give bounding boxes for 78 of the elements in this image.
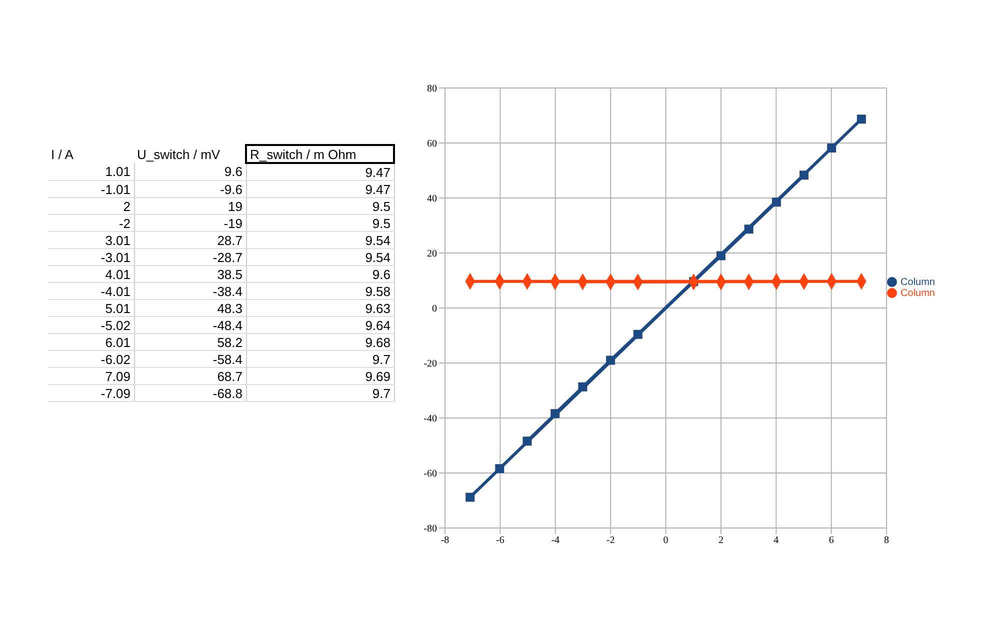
point (550, 409, 560, 418)
category-label: U_switch / mV (136, 146, 222, 163)
x-tick-label: 2 (718, 535, 724, 546)
text: -3.01 (100, 250, 130, 264)
category-label: I / A (50, 146, 74, 163)
text: 58.2 (217, 334, 242, 350)
point (606, 356, 616, 365)
legend-label: Column (900, 277, 935, 288)
y-tick-label: 20 (427, 248, 437, 260)
y-tick-label: -20 (424, 358, 437, 370)
legend-label: Column (900, 288, 935, 299)
x-tick-label: -6 (496, 535, 504, 546)
text: -48.4 (212, 318, 242, 332)
text: 9.47 (365, 182, 390, 196)
x-tick-label: -2 (606, 535, 615, 546)
text: -6.02 (100, 352, 130, 366)
text: 9.54 (365, 250, 390, 264)
x-tick-label: 0 (663, 535, 668, 546)
y-tick-label: -40 (424, 414, 437, 425)
text: -38.4 (212, 284, 242, 298)
text: -5.02 (100, 318, 130, 332)
text: 9.6 (224, 164, 242, 179)
text: 3.01 (105, 232, 130, 248)
text: 9.63 (365, 300, 390, 316)
point (772, 198, 781, 207)
text: 1.01 (105, 164, 130, 179)
text: 9.7 (372, 352, 390, 366)
text: -7.09 (100, 386, 130, 400)
point (466, 492, 475, 502)
text: 48.3 (217, 300, 242, 316)
text: 5.01 (105, 300, 130, 316)
text: 9.69 (365, 368, 390, 384)
point (495, 464, 504, 474)
text: 9.6 (372, 266, 390, 282)
text: -9.6 (220, 182, 242, 196)
category-label: R_switch / m Ohm (246, 145, 394, 163)
text: 4.01 (105, 266, 130, 282)
y-tick-label: -80 (424, 524, 437, 535)
text: -58.4 (212, 352, 242, 366)
text: 9.54 (365, 232, 390, 248)
point (716, 251, 726, 260)
text: 9.7 (372, 386, 390, 400)
x-tick-label: -8 (440, 535, 450, 546)
text: -1.01 (100, 182, 130, 196)
x-tick-label: 4 (774, 535, 779, 546)
point (827, 143, 836, 152)
y-tick-label: 0 (432, 304, 437, 315)
x-tick-label: -4 (551, 535, 560, 546)
point (578, 382, 588, 392)
point (522, 436, 532, 446)
text: 38.5 (217, 266, 242, 282)
text: -28.7 (212, 250, 242, 264)
text: 2 (123, 198, 130, 214)
text: 68.7 (217, 368, 242, 384)
text: 19 (228, 198, 242, 214)
text: 9.68 (365, 334, 390, 350)
text: 9.5 (372, 216, 390, 230)
text: -4.01 (100, 284, 130, 298)
text: 9.58 (365, 284, 390, 298)
y-tick-label: 60 (427, 138, 437, 150)
text: 9.64 (365, 318, 390, 332)
text: 9.47 (365, 164, 390, 180)
point (633, 330, 642, 339)
y-tick-label: -60 (424, 468, 437, 480)
text: -68.8 (212, 386, 242, 400)
text: -2 (118, 216, 130, 230)
point (744, 224, 754, 234)
text: 7.09 (105, 368, 130, 384)
x-tick-label: 6 (828, 535, 834, 546)
text: 6.01 (105, 334, 130, 350)
y-tick-label: 40 (427, 194, 437, 205)
text: 28.7 (217, 232, 242, 248)
point (800, 170, 809, 180)
text: 9.5 (372, 198, 390, 214)
point (856, 114, 866, 124)
y-tick-label: 80 (427, 84, 437, 95)
text: -19 (224, 216, 242, 230)
x-tick-label: 8 (884, 535, 890, 546)
